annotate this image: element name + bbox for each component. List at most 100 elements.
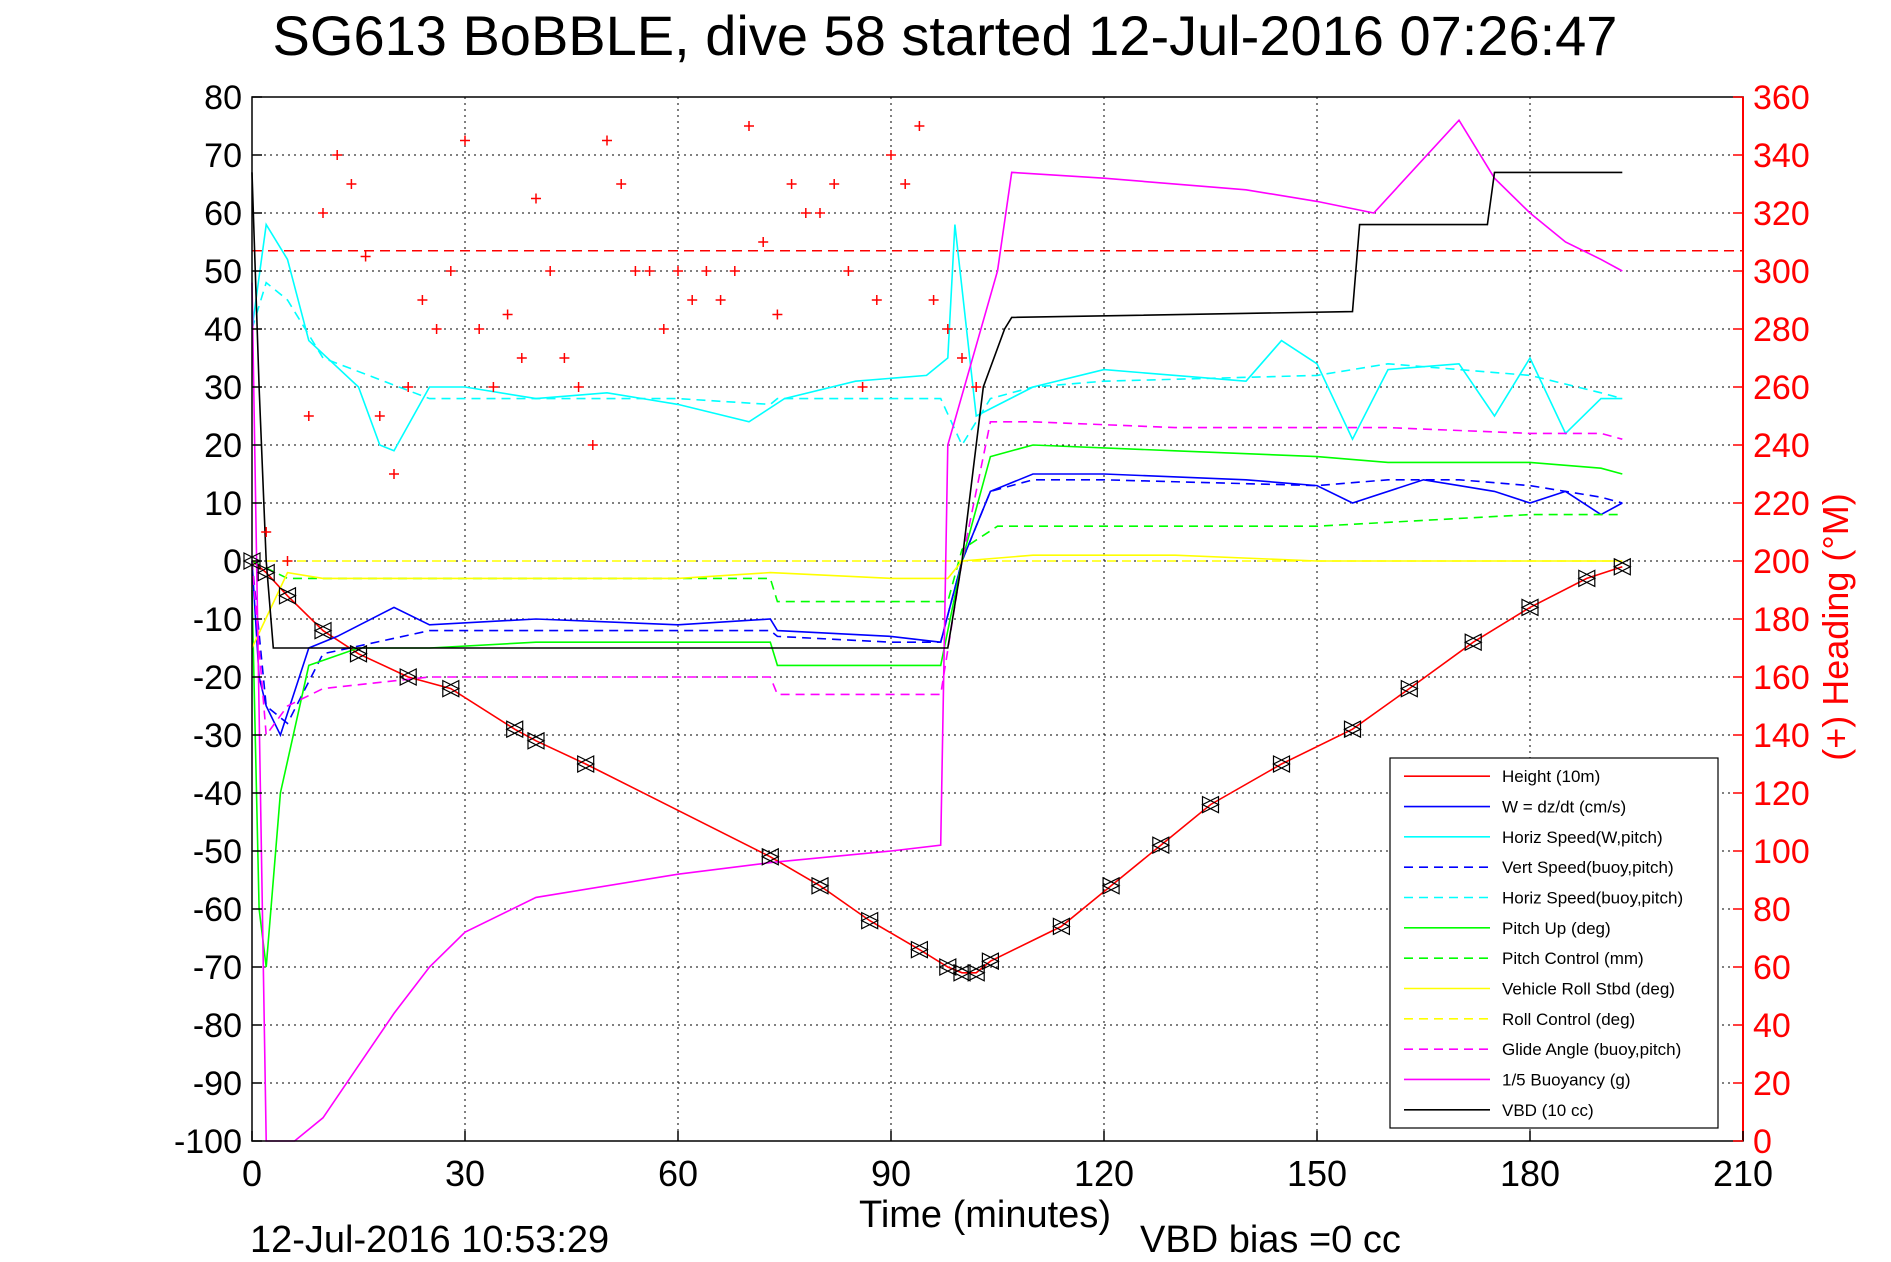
- legend-entry: Height (10m): [1502, 767, 1600, 786]
- y2-tick-label: 300: [1753, 253, 1810, 291]
- height-marker: [1399, 679, 1419, 698]
- legend-entry: 1/5 Buoyancy (g): [1502, 1070, 1631, 1089]
- height-marker: [398, 668, 418, 686]
- y-tick-label: 50: [204, 253, 242, 291]
- x-tick-label: 180: [1500, 1153, 1560, 1194]
- legend-entry: Vehicle Roll Stbd (deg): [1502, 979, 1675, 998]
- heading-point: [914, 121, 925, 131]
- series-horiz-speed-buoy-pitch: [251, 281, 1623, 447]
- y2-tick-label: 260: [1753, 369, 1810, 407]
- x-tick-label: 90: [871, 1153, 911, 1194]
- heading-point: [942, 324, 953, 334]
- x-tick-label: 0: [242, 1153, 262, 1194]
- x-tick-label: 120: [1074, 1153, 1134, 1194]
- y-tick-label: 70: [204, 137, 242, 175]
- legend: Height (10m) W = dz/dt (cm/s) Horiz Speed(…: [1389, 757, 1719, 1129]
- series-vert-speed-buoy-pitch: [251, 478, 1623, 725]
- heading-point: [630, 266, 641, 276]
- heading-point: [374, 411, 385, 421]
- height-marker: [860, 911, 880, 930]
- height-marker: [1272, 755, 1291, 773]
- heading-point: [786, 179, 797, 189]
- y2-tick-label: 180: [1753, 601, 1810, 639]
- y2-tick-label: 20: [1753, 1065, 1791, 1103]
- height-marker: [313, 621, 333, 640]
- heading-point: [502, 309, 513, 320]
- heading-point: [318, 208, 328, 218]
- heading-point: [360, 251, 371, 262]
- heading-point: [857, 382, 868, 392]
- legend-entry: Horiz Speed(W,pitch): [1502, 828, 1663, 847]
- footer-timestamp: 12-Jul-2016 10:53:29: [250, 1219, 609, 1261]
- y2-tick-label: 320: [1753, 195, 1810, 233]
- heading-point: [658, 324, 669, 334]
- heading-point: [516, 353, 527, 363]
- x-tick-label: 210: [1713, 1153, 1773, 1194]
- heading-point: [971, 382, 982, 392]
- height-marker: [938, 958, 958, 976]
- y2-tick-label: 60: [1753, 949, 1791, 987]
- legend-entry: Roll Control (deg): [1502, 1010, 1635, 1029]
- heading-point: [843, 266, 854, 276]
- height-marker: [910, 940, 929, 959]
- y2-tick-label: 140: [1753, 717, 1810, 755]
- heading-point: [545, 266, 556, 276]
- height-marker: [441, 679, 461, 698]
- heading-point: [573, 382, 584, 392]
- y2-tick-label: 220: [1753, 485, 1810, 523]
- height-marker: [256, 563, 276, 582]
- height-markers: [242, 552, 1632, 982]
- heading-point: [928, 295, 939, 305]
- heading-point: [445, 266, 456, 276]
- y2-tick-label: 340: [1753, 137, 1810, 175]
- heading-point: [431, 324, 442, 334]
- y-tick-label: -30: [193, 717, 242, 755]
- x-tick-label: 60: [658, 1153, 698, 1194]
- y-tick-label: -20: [193, 659, 242, 697]
- heading-point: [772, 309, 783, 320]
- series-pitch-up-deg: [251, 444, 1623, 968]
- heading-point: [602, 135, 612, 146]
- y2-tick-label: 360: [1753, 79, 1810, 117]
- heading-point: [687, 295, 698, 305]
- chart-title: SG613 BoBBLE, dive 58 started 12-Jul-201…: [273, 4, 1618, 67]
- y2-tick-label: 160: [1753, 659, 1810, 697]
- heading-point: [346, 179, 357, 189]
- y2-tick-label: 120: [1753, 775, 1810, 813]
- y-tick-label: -60: [193, 891, 242, 929]
- y2-tick-label: 100: [1753, 833, 1810, 871]
- legend-entry: W = dz/dt (cm/s): [1502, 798, 1626, 817]
- heading-point: [758, 237, 769, 247]
- y-tick-label: -90: [193, 1065, 242, 1103]
- height-marker: [1612, 557, 1632, 576]
- heading-point: [957, 353, 967, 363]
- heading-point: [417, 295, 428, 305]
- vbd-bias-label: VBD bias =0 cc: [1140, 1219, 1401, 1261]
- y2-tick-label: 240: [1753, 427, 1810, 465]
- y2-tick-label: 40: [1753, 1007, 1791, 1045]
- height-marker: [576, 755, 596, 773]
- heading-point: [587, 440, 598, 450]
- series-glide-angle-buoy-pitch: [251, 420, 1623, 738]
- y-tick-label: -50: [193, 833, 242, 871]
- y-tick-label: 0: [223, 543, 242, 581]
- heading-point: [616, 179, 627, 189]
- series-horiz-speed-w-pitch: [251, 222, 1623, 452]
- y-axis-ticks: 80 70 60 50 40 30 20 10 0 -10 -20 -30 -40 -50 -60 -70 -8…: [174, 79, 262, 1161]
- y2-tick-label: 80: [1753, 891, 1791, 929]
- y-tick-label: 40: [204, 311, 242, 349]
- legend-entry: Horiz Speed(buoy,pitch): [1502, 889, 1683, 908]
- heading-point: [644, 266, 655, 276]
- heading-markers: [261, 121, 982, 566]
- heading-point: [303, 411, 314, 421]
- legend-entry: Pitch Control (mm): [1502, 949, 1644, 968]
- y2-axis-ticks: 3603403203002802602402202001801601401201…: [1733, 79, 1810, 1161]
- y-tick-label: -80: [193, 1007, 242, 1045]
- series-height-10m: [251, 560, 1623, 974]
- y-tick-label: 30: [204, 369, 242, 407]
- y-tick-label: 10: [204, 485, 242, 523]
- legend-box: [1389, 757, 1719, 1129]
- height-marker: [810, 876, 830, 895]
- series-layer: [251, 118, 1623, 1142]
